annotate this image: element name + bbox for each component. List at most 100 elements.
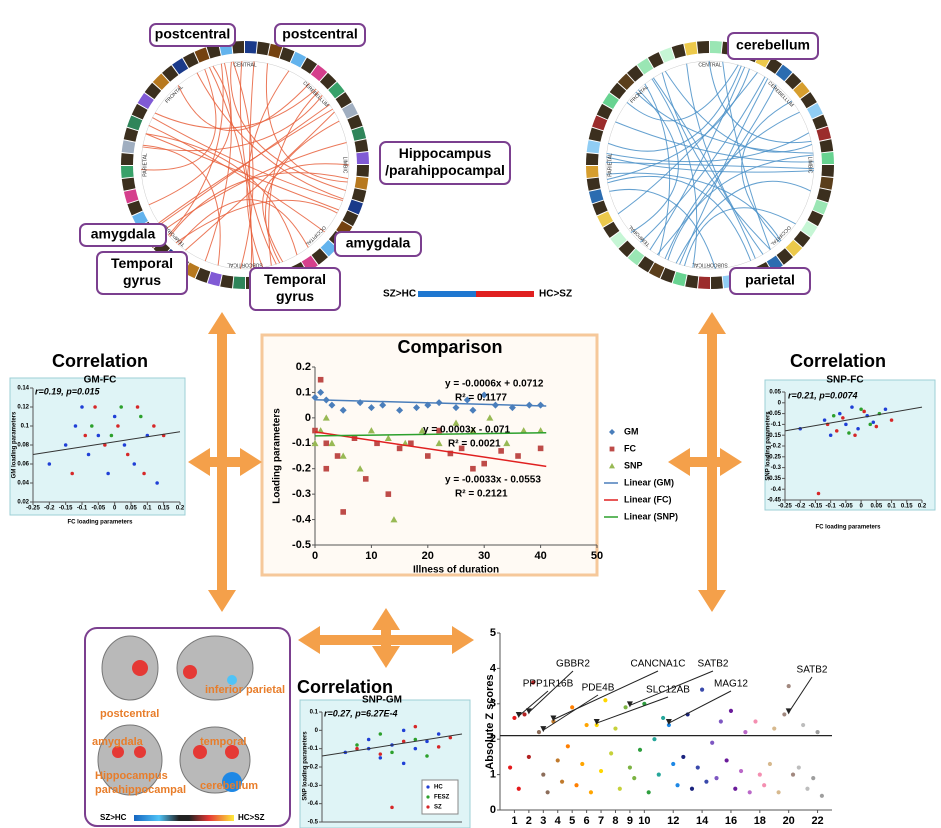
legend-label: SNP xyxy=(624,460,643,470)
y-tick-label: -0.5 xyxy=(308,820,319,826)
panel-heading: Correlation xyxy=(790,351,886,371)
ring-segment xyxy=(121,165,134,178)
point xyxy=(555,758,560,763)
point xyxy=(632,776,637,781)
equation: R² = 0.2121 xyxy=(455,489,508,500)
point xyxy=(362,476,369,482)
connection xyxy=(606,68,750,180)
point xyxy=(413,404,421,412)
point xyxy=(790,772,796,777)
legend-label: FESZ xyxy=(434,795,450,801)
point xyxy=(86,452,91,457)
ring-segment xyxy=(347,114,363,130)
connection xyxy=(239,61,277,265)
gene-arrow xyxy=(788,676,813,713)
point xyxy=(378,732,383,736)
arrow-head xyxy=(452,626,474,654)
brain-label: cerebellum xyxy=(200,780,258,792)
point xyxy=(627,765,632,770)
y-tick-label: 0.12 xyxy=(17,405,29,411)
ring-segment xyxy=(793,230,811,248)
legend-marker xyxy=(609,463,615,469)
connection xyxy=(615,121,814,163)
ring-segment xyxy=(659,47,675,63)
point xyxy=(776,790,781,795)
x-tick-label: 4 xyxy=(555,815,562,827)
brain-blob xyxy=(112,746,124,758)
point xyxy=(565,744,570,749)
point xyxy=(850,405,854,409)
callout-box xyxy=(249,267,341,311)
y-tick-label: 0.1 xyxy=(310,710,319,716)
point xyxy=(322,414,330,421)
brain-blob xyxy=(134,746,146,758)
connection xyxy=(606,161,814,170)
point xyxy=(139,414,143,419)
legend-marker xyxy=(426,795,430,799)
gene-label: PPP1R16B xyxy=(523,679,574,690)
ring-segment xyxy=(123,189,139,204)
ring-segment xyxy=(256,41,270,56)
ring-segment xyxy=(341,103,358,119)
connection xyxy=(163,142,347,231)
ring-segment xyxy=(588,127,604,142)
point xyxy=(796,765,801,770)
x-tick-label: -0.25 xyxy=(26,506,40,512)
point xyxy=(155,481,159,485)
point xyxy=(516,786,521,791)
point xyxy=(609,751,614,756)
connection xyxy=(265,120,340,264)
ring-segment xyxy=(819,139,834,153)
connection xyxy=(656,84,777,255)
ring-segment xyxy=(812,199,828,215)
y-tick-label: 0 xyxy=(315,728,319,734)
x-tick-label: -0.1 xyxy=(77,506,88,512)
point xyxy=(366,737,371,742)
connection xyxy=(159,104,330,226)
brain-blob xyxy=(193,745,207,759)
point xyxy=(480,391,488,399)
point xyxy=(311,439,319,447)
gene-arrow xyxy=(596,696,669,724)
point xyxy=(508,765,513,770)
x-tick-label: 0.2 xyxy=(176,506,185,512)
callout-text: postcentral xyxy=(155,26,230,42)
y-tick-label: -0.1 xyxy=(771,422,782,428)
point xyxy=(435,439,443,447)
connection xyxy=(266,63,348,183)
gene-arrow xyxy=(528,670,574,713)
ring-segment xyxy=(596,103,613,120)
y-tick-label: -0.3 xyxy=(308,783,319,789)
y-tick-label: -0.1 xyxy=(292,437,311,449)
point xyxy=(328,439,336,447)
gene-arrow xyxy=(553,670,659,720)
connection xyxy=(204,62,232,262)
ring-segment xyxy=(347,199,363,215)
point xyxy=(378,752,383,756)
callout-box xyxy=(149,23,236,47)
ring-segment xyxy=(660,267,676,283)
ring-segment xyxy=(172,58,189,75)
ring-segment xyxy=(618,240,636,258)
x-tick-label: -0.15 xyxy=(59,506,73,512)
ring-segment xyxy=(648,262,665,279)
ring-segment xyxy=(806,103,823,119)
gene-arrow-head xyxy=(626,701,633,708)
legend-label: SZ xyxy=(434,805,442,811)
point xyxy=(122,443,127,447)
brain-label: amygdala xyxy=(92,736,144,748)
legend-marker xyxy=(609,429,615,435)
point xyxy=(70,471,74,476)
ring-segment xyxy=(183,52,199,69)
ring-label: LIMBIC xyxy=(807,157,813,174)
ring-segment xyxy=(793,82,810,99)
point xyxy=(598,768,604,774)
point xyxy=(623,705,628,710)
x-tick-label: -0.15 xyxy=(809,504,823,510)
brain-label: parahippocampal xyxy=(95,784,186,796)
equation: R² = 0.0021 xyxy=(448,439,501,450)
gene-arrow-head xyxy=(525,708,532,715)
connection xyxy=(142,144,221,266)
ring-segment xyxy=(220,274,234,289)
y-tick-label: 0.02 xyxy=(17,500,29,506)
